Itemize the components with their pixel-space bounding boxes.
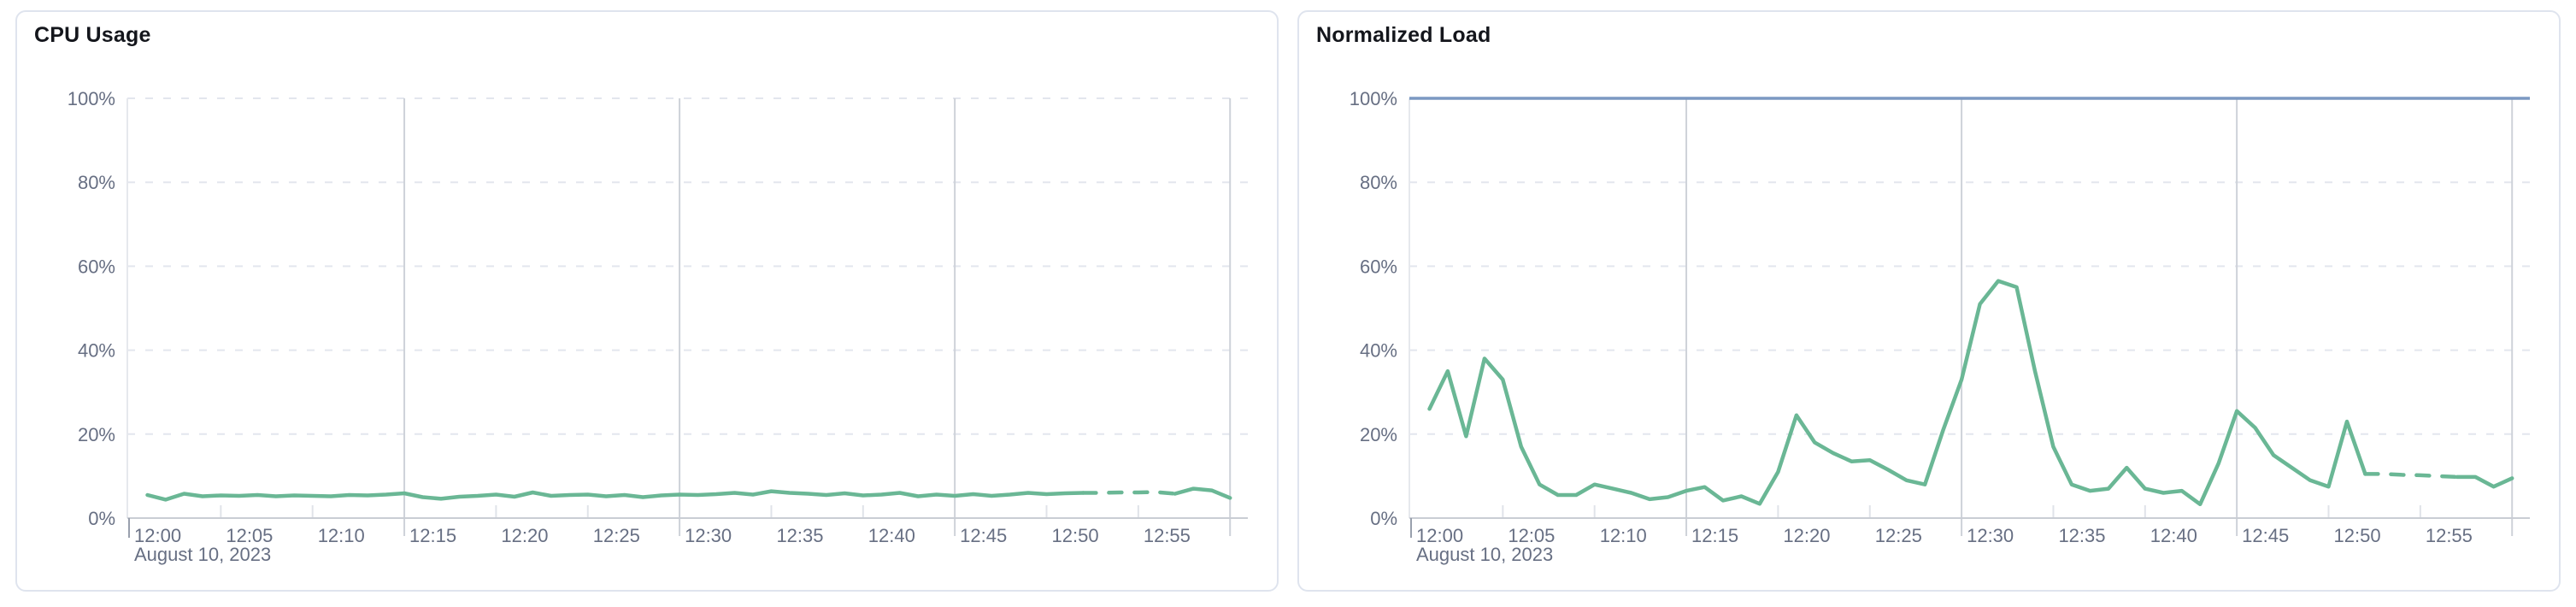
x-tick-label: 12:30 [1967,525,2014,546]
y-tick-label: 20% [78,424,115,445]
series-line-dashed [2363,472,2460,480]
x-axis-date-label: August 10, 2023 [134,544,271,565]
x-tick-label: 12:15 [409,525,456,546]
y-tick-label: 80% [78,172,115,193]
x-tick-label: 12:10 [1600,525,1647,546]
y-tick-label: 60% [1360,256,1397,277]
x-axis-date-label: August 10, 2023 [1416,544,1553,565]
y-tick-label: 0% [1370,508,1397,529]
x-tick-label: 12:25 [593,525,640,546]
series-line [1427,279,2367,507]
x-tick-label: 12:00 [1416,525,1463,546]
series-line [145,489,1085,502]
y-tick-label: 0% [88,508,115,529]
x-tick-label: 12:35 [776,525,823,546]
y-tick-label: 20% [1360,424,1397,445]
x-tick-label: 12:50 [2334,525,2381,546]
y-tick-label: 40% [78,340,115,362]
x-tick-label: 12:05 [226,525,273,546]
x-tick-label: 12:45 [2242,525,2289,546]
normalized-load-panel: Normalized Load 0% 20% 40% 60% 80% 100% 12:00 1… [1297,10,2561,592]
x-tick-label: 12:45 [960,525,1007,546]
x-tick-label: 12:35 [2058,525,2105,546]
y-tick-label: 100% [1350,88,1397,109]
x-tick-label: 12:20 [1783,525,1830,546]
cpu-usage-title: CPU Usage [34,23,151,47]
series-line-dashed [1081,490,1178,496]
x-tick-label: 12:25 [1875,525,1922,546]
y-tick-label: 100% [68,88,115,109]
normalized-load-chart[interactable]: 0% 20% 40% 60% 80% 100% 12:00 12:05 12:10 12:15 12… [1299,12,2562,593]
cpu-usage-panel: CPU Usage 0% 20% 40% 60% 80% 100% 12:00 12:05 12… [15,10,1279,592]
x-tick-label: 12:55 [2426,525,2473,546]
x-tick-label: 12:40 [2150,525,2197,546]
y-tick-label: 80% [1360,172,1397,193]
x-tick-label: 12:10 [318,525,365,546]
x-tick-label: 12:15 [1691,525,1738,546]
x-tick-label: 12:55 [1144,525,1191,546]
x-tick-label: 12:50 [1052,525,1099,546]
x-tick-label: 12:30 [685,525,732,546]
x-tick-label: 12:00 [134,525,181,546]
y-tick-label: 40% [1360,340,1397,362]
x-tick-label: 12:05 [1508,525,1555,546]
cpu-usage-chart[interactable]: 0% 20% 40% 60% 80% 100% 12:00 12:05 12:10 12:15 12… [17,12,1280,593]
x-tick-label: 12:20 [501,525,548,546]
x-tick-label: 12:40 [868,525,915,546]
normalized-load-title: Normalized Load [1316,23,1491,47]
series-line [1173,486,1232,500]
y-tick-label: 60% [78,256,115,277]
series-line [2455,474,2514,489]
